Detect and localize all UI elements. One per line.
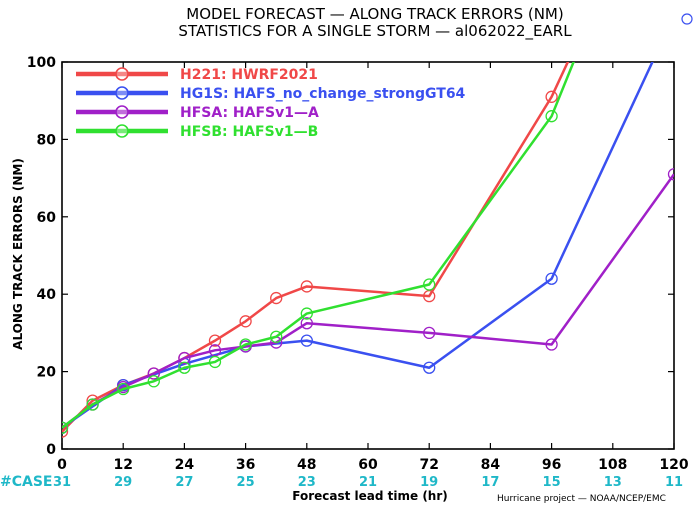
data-point [239,338,252,351]
data-point [545,90,558,103]
data-point [423,278,436,291]
x-tick-label: 108 [598,457,627,473]
legend-label: HFSB: HAFSv1—B [180,124,318,140]
data-point [147,367,160,380]
legend-entry: HFSA: HAFSv1—A [76,105,319,121]
legend-label: HFSA: HAFSv1—A [180,105,319,121]
legend-label: HG1S: HAFS_no_change_strongGT64 [180,86,466,102]
y-tick-label: 80 [37,132,57,148]
series-3 [62,62,575,434]
legend-marker [115,86,129,100]
x-tick-label: 72 [419,457,438,473]
data-point [270,291,283,305]
x-tick-label: 12 [113,457,132,473]
y-tick-label: 100 [27,55,56,71]
case-count: 17 [481,475,499,490]
legend-entry: H221: HWRF2021 [76,67,318,83]
case-count: 11 [665,475,683,490]
open-circle-icon [681,13,693,25]
data-point [300,280,313,293]
y-tick-label: 20 [37,365,57,381]
series-0 [62,62,570,438]
data-point [545,338,558,351]
series-line [62,62,570,433]
data-point [117,382,130,396]
plot-frame [61,61,675,450]
data-point [545,272,558,285]
y-tick-label: 40 [37,287,57,303]
legend-marker [115,124,129,138]
x-tick-label: 84 [481,457,501,473]
x-axis: 0 12 24 36 48 60 72 84 96 108 120 [57,62,689,473]
series-line [62,62,575,429]
case-count: 23 [298,475,316,490]
data-point [239,315,252,328]
x-tick-label: 0 [57,457,67,473]
legend: H221: HWRF2021 HG1S: HAFS_no_change_stron… [76,67,466,140]
chart-title: MODEL FORECAST — ALONG TRACK ERRORS (NM) [186,5,563,23]
legend-entry: HFSB: HAFSv1—B [76,124,318,140]
data-point [178,351,191,365]
x-tick-label: 96 [542,457,561,473]
data-point [545,110,558,123]
legend-entry: HG1S: HAFS_no_change_strongGT64 [76,86,466,102]
data-point [423,326,436,340]
data-point [300,334,313,347]
y-axis-label: ALONG TRACK ERRORS (NM) [11,158,25,350]
data-point [62,425,69,438]
x-tick-label: 36 [236,457,255,473]
legend-label: H221: HWRF2021 [180,67,318,83]
case-count-row: 31 29 27 25 23 21 19 17 15 13 11 [53,475,683,490]
case-count: 31 [53,475,71,490]
x-tick-label: 24 [175,457,195,473]
case-label: #CASE [0,474,53,490]
case-count: 27 [175,475,193,490]
legend-marker [115,105,129,119]
data-point [300,317,313,330]
legend-marker [115,67,129,81]
case-count: 29 [114,475,132,490]
y-tick-label: 0 [46,442,56,458]
case-count: 15 [543,475,561,490]
data-point [270,330,283,343]
case-count: 21 [359,475,377,490]
data-point [669,10,680,21]
data-point [62,421,69,434]
x-tick-label: 120 [659,457,688,473]
data-point [300,307,313,320]
series-line [62,62,654,429]
y-tick-label: 60 [37,210,57,226]
case-count: 25 [237,475,255,490]
chart-subtitle: STATISTICS FOR A SINGLE STORM — al062022… [178,22,572,41]
case-count: 13 [604,475,622,490]
case-count: 19 [420,475,438,490]
data-point [208,355,222,369]
data-point [423,361,436,374]
credit-text: Hurricane project — NOAA/NCEP/EMC [497,494,666,504]
x-tick-label: 48 [297,457,316,473]
series-group [62,10,680,438]
data-point [178,361,191,374]
data-point [208,334,222,347]
y-axis: 0 20 40 60 80 100 [27,55,674,458]
data-point [147,375,160,388]
data-point [86,398,99,411]
x-tick-label: 60 [358,457,378,473]
data-point [667,168,674,181]
series-2 [62,168,674,434]
x-axis-label: Forecast lead time (hr) [292,489,448,503]
